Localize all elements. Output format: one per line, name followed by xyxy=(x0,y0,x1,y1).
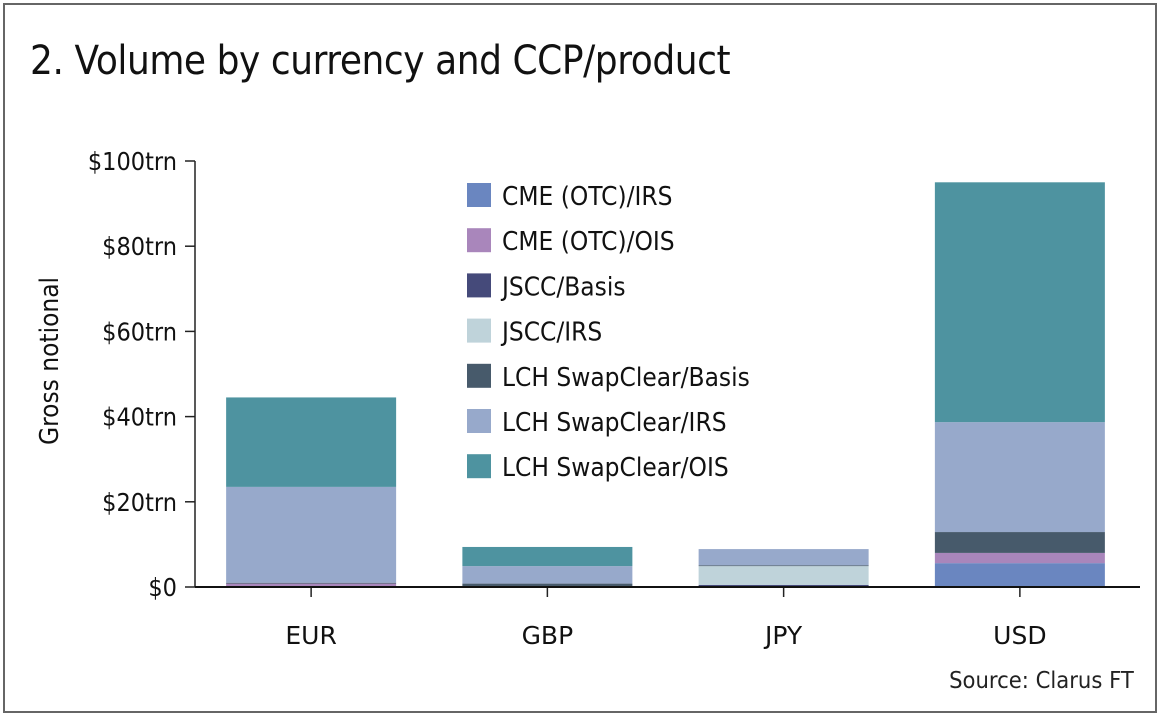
y-tick-label: $80trn xyxy=(102,232,177,261)
legend-swatch xyxy=(467,454,491,479)
bar-segment xyxy=(698,565,869,567)
bar-segment xyxy=(226,486,397,583)
legend-label: CME (OTC)/IRS xyxy=(502,181,672,211)
chart-frame xyxy=(3,3,1157,713)
bar-segment xyxy=(698,566,869,585)
bar-segment xyxy=(698,549,869,566)
bar-segment xyxy=(934,563,1105,587)
x-tick-label: EUR xyxy=(285,621,336,650)
bar-segment xyxy=(934,422,1105,533)
chart-title: 2. Volume by currency and CCP/product xyxy=(30,38,731,84)
bar-segment xyxy=(934,532,1105,553)
legend-label: JSCC/IRS xyxy=(500,316,602,346)
x-tick-label: GBP xyxy=(522,621,574,650)
legend-swatch xyxy=(467,273,491,298)
source-note: Source: Clarus FT xyxy=(949,668,1134,694)
legend-swatch xyxy=(467,183,491,207)
bar-segment xyxy=(462,583,633,587)
bar-segment xyxy=(226,397,397,487)
bar-segment xyxy=(462,566,633,584)
bar-segment xyxy=(698,584,869,587)
legend-label: LCH SwapClear/IRS xyxy=(502,407,727,437)
y-tick-label: $60trn xyxy=(102,317,177,346)
legend-label: LCH SwapClear/Basis xyxy=(502,362,750,392)
legend-swatch xyxy=(467,409,491,433)
y-tick-label: $0 xyxy=(148,573,177,602)
bar-segment xyxy=(462,546,633,567)
legend-label: CME (OTC)/OIS xyxy=(502,226,675,256)
x-tick-label: JPY xyxy=(763,621,803,650)
legend-label: LCH SwapClear/OIS xyxy=(502,452,729,482)
x-tick-label: USD xyxy=(993,621,1046,650)
legend-swatch xyxy=(467,318,491,343)
y-tick-label: $100trn xyxy=(88,147,177,176)
y-tick-label: $40trn xyxy=(102,402,177,431)
y-axis-label: Gross notional xyxy=(34,277,64,445)
legend-swatch xyxy=(467,363,491,388)
bar-segment xyxy=(934,182,1105,423)
legend-label: JSCC/Basis xyxy=(500,271,625,301)
bar-segment xyxy=(226,582,397,584)
bar-segment xyxy=(226,583,397,587)
legend-swatch xyxy=(467,228,491,253)
bar-segment xyxy=(934,552,1105,564)
y-tick-label: $20trn xyxy=(102,488,177,517)
